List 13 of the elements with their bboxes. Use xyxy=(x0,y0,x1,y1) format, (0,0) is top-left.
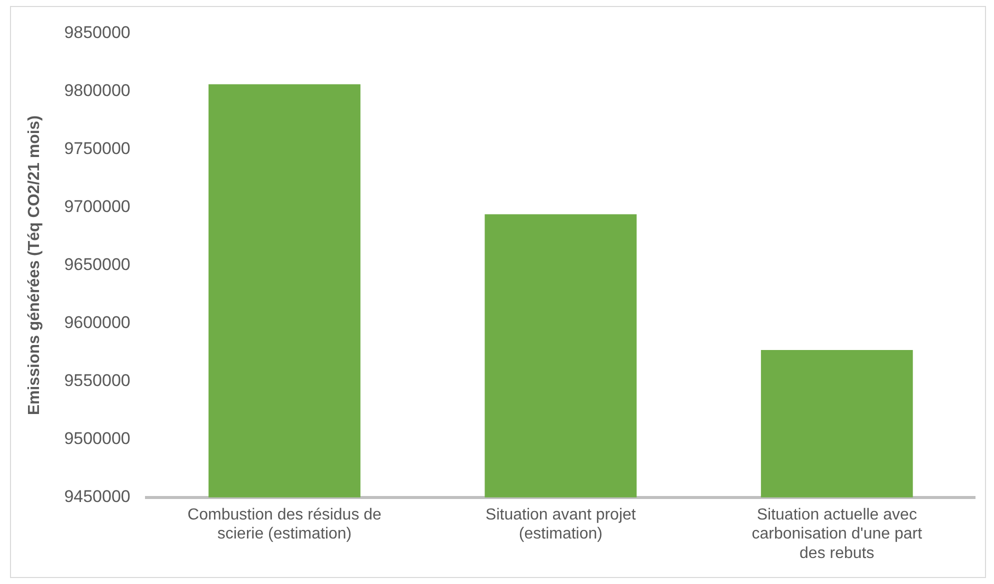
y-tick-label: 9700000 xyxy=(64,196,130,216)
y-tick-label: 9550000 xyxy=(64,371,130,390)
y-tick-label: 9500000 xyxy=(64,429,130,448)
y-tick-label: 9450000 xyxy=(64,487,130,506)
y-tick-label: 9750000 xyxy=(64,138,130,158)
y-axis-title: Emissions générées (Téq CO2/21 mois) xyxy=(26,115,44,416)
y-tick-label: 9800000 xyxy=(64,80,130,100)
x-tick-label: Combustion des résidus de scierie (estimation) xyxy=(188,506,382,543)
y-tick-label: 9600000 xyxy=(64,313,130,332)
x-tick-label: Situation actuelle avec carbonisation d'une part des rebuts xyxy=(752,506,923,562)
y-tick-label: 9650000 xyxy=(64,254,130,274)
x-tick-label: Situation avant projet (estimation) xyxy=(486,506,636,543)
y-tick-label: 9850000 xyxy=(64,22,130,42)
